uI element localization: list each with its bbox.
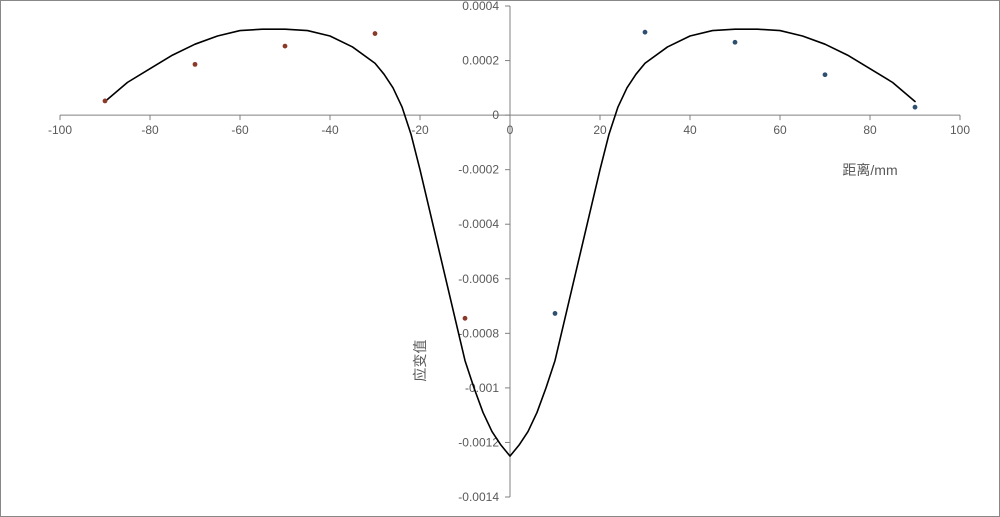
x-tick-label: 100 — [950, 123, 970, 137]
x-tick-label: 60 — [773, 123, 787, 137]
y-tick-label: -0.0002 — [458, 163, 499, 177]
y-tick-label: -0.0012 — [458, 435, 499, 449]
y-tick-label: -0.0008 — [458, 326, 499, 340]
x-tick-label: -80 — [141, 123, 159, 137]
x-tick-label: -100 — [48, 123, 72, 137]
y-tick-label: 0.0002 — [462, 54, 499, 68]
y-tick-label: 0 — [492, 108, 499, 122]
y-tick-label: -0.0004 — [458, 217, 499, 231]
data-point — [733, 40, 738, 45]
data-point — [103, 99, 108, 104]
strain-vs-distance-chart: -100 -80 -60 -40 -20 0 20 40 60 80 100 -0.0014 -0.00… — [0, 0, 1000, 517]
data-point — [823, 72, 828, 77]
x-tick-label: -60 — [231, 123, 249, 137]
data-point — [643, 30, 648, 35]
x-tick-label: 0 — [507, 123, 514, 137]
x-tick-label: -20 — [411, 123, 429, 137]
data-point — [283, 44, 288, 49]
plot-background — [0, 0, 1000, 517]
y-axis-label: 应变值 — [412, 340, 428, 382]
y-tick-label: -0.0014 — [458, 490, 499, 504]
y-tick-label: -0.0006 — [458, 272, 499, 286]
x-tick-label: 40 — [683, 123, 697, 137]
x-axis-label: 距离/mm — [842, 162, 897, 178]
x-tick-label: 80 — [863, 123, 877, 137]
data-point — [913, 105, 918, 110]
y-tick-label: -0.001 — [465, 381, 499, 395]
data-point — [193, 62, 198, 67]
x-tick-label: 20 — [593, 123, 607, 137]
x-tick-label: -40 — [321, 123, 339, 137]
y-tick-label: 0.0004 — [462, 0, 499, 13]
data-point — [553, 311, 558, 316]
data-point — [463, 316, 468, 321]
data-point — [373, 31, 378, 36]
